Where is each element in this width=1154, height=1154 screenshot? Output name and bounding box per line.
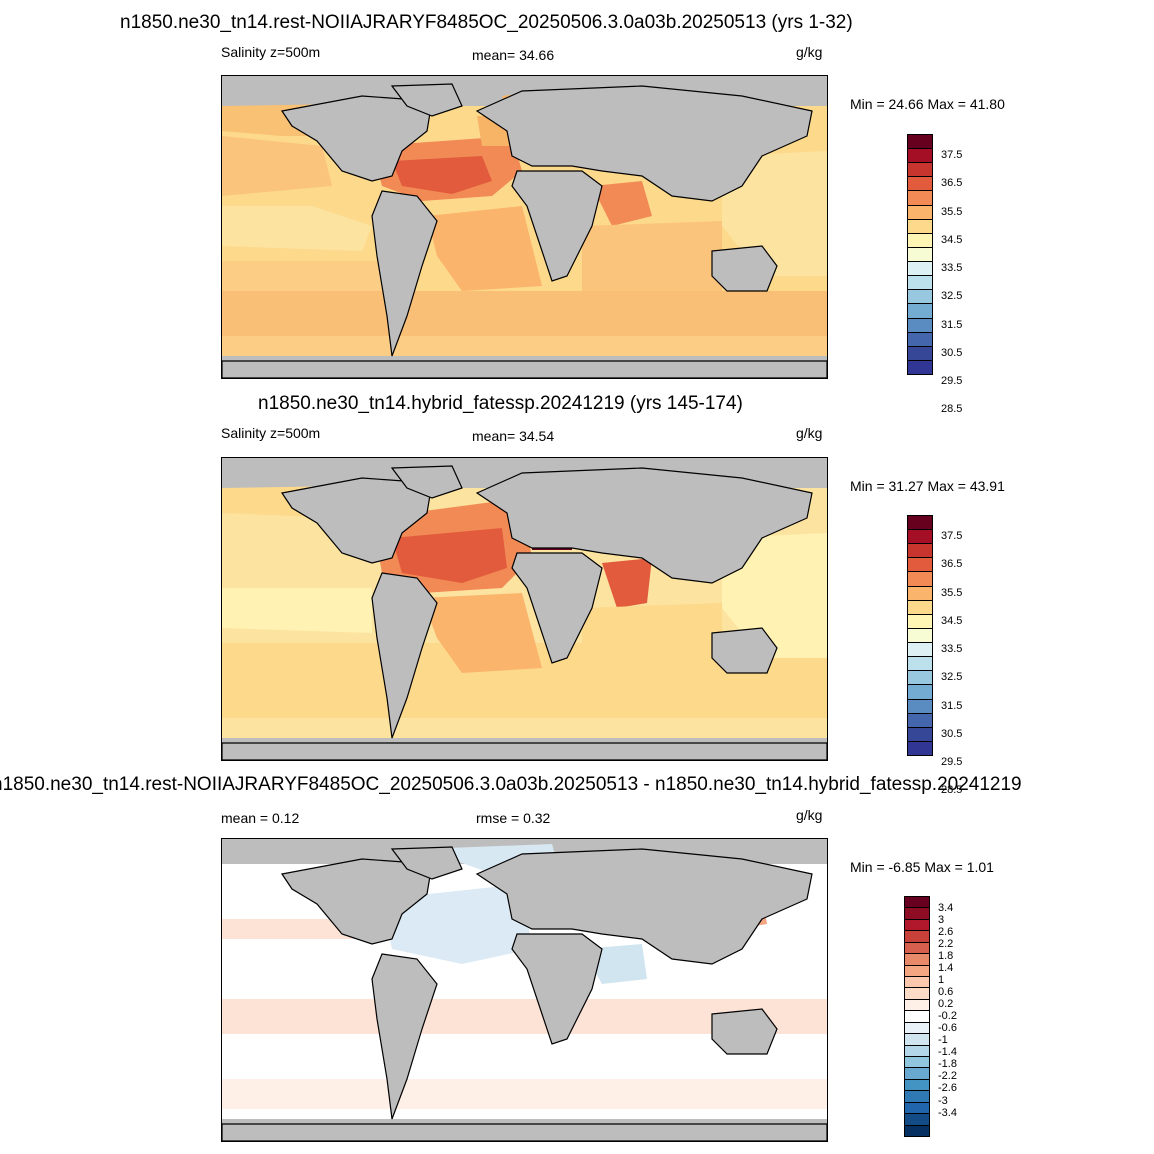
colorbar-swatch [907, 670, 933, 686]
colorbar-swatch [907, 232, 933, 248]
colorbar-swatch [907, 317, 933, 333]
colorbar-swatch [907, 712, 933, 728]
colorbar-swatch [907, 656, 933, 672]
colorbar-label: -3.4 [938, 1106, 957, 1119]
colorbar-swatch [907, 684, 933, 700]
colorbar-swatch [904, 1124, 930, 1137]
panel3-colorbar: 3.4 3 2.6 2.2 1.8 1.4 1 0.6 0.2 -0.2 -0.6 -1 -1.4 -1.… [904, 896, 984, 1137]
panel3-mean-label: mean = 0.12 [221, 810, 300, 826]
panel1-map [221, 75, 828, 379]
colorbar-swatch [907, 134, 933, 150]
colorbar-label: 2.2 [938, 938, 954, 951]
colorbar-swatch [907, 204, 933, 220]
colorbar-label: 31.5 [941, 699, 963, 712]
colorbar-swatch [907, 148, 933, 164]
colorbar-swatch [907, 331, 933, 347]
colorbar-swatch [907, 571, 933, 587]
colorbar-label: 1 [938, 974, 945, 987]
panel2-units: g/kg [796, 425, 823, 441]
colorbar-swatch [907, 289, 933, 305]
colorbar-label: -3 [938, 1094, 948, 1107]
panel1-variable-label: Salinity z=500m [221, 44, 321, 60]
colorbar-label: 2.6 [938, 926, 954, 939]
colorbar-label: 34.5 [941, 614, 963, 627]
colorbar-swatch [907, 698, 933, 714]
colorbar-swatch [907, 529, 933, 545]
panel3-map-svg [222, 839, 827, 1141]
colorbar-swatch [907, 176, 933, 192]
colorbar-swatch [907, 599, 933, 615]
panel3-map [221, 838, 828, 1142]
colorbar-label: 37.5 [941, 149, 963, 162]
colorbar-label: -0.2 [938, 1010, 957, 1023]
colorbar-label: 28.5 [941, 403, 963, 416]
panel2-mean-label: mean= 34.54 [472, 428, 555, 444]
colorbar-label: 34.5 [941, 233, 963, 246]
colorbar-label: 1.8 [938, 950, 954, 963]
colorbar-label: -1.8 [938, 1058, 957, 1071]
colorbar-label: 29.5 [941, 375, 963, 388]
colorbar-swatch [907, 246, 933, 263]
colorbar-label: -2.2 [938, 1070, 957, 1083]
colorbar-swatch [907, 345, 933, 361]
colorbar-label: 36.5 [941, 177, 963, 190]
colorbar-swatch [907, 190, 933, 206]
colorbar-label: 3 [938, 914, 945, 927]
colorbar-swatch [907, 543, 933, 559]
panel2-title: n1850.ne30_tn14.hybrid_fatessp.20241219 … [258, 393, 743, 414]
colorbar-label: 36.5 [941, 558, 963, 571]
colorbar-swatch [907, 726, 933, 742]
colorbar-label: 33.5 [941, 643, 963, 656]
colorbar-label: -2.6 [938, 1082, 957, 1095]
colorbar-label: 37.5 [941, 530, 963, 543]
colorbar-swatch [907, 275, 933, 291]
panel2-colorbar: 37.5 36.5 35.5 34.5 33.5 32.5 31.5 30.5 29.5 28.5 [907, 515, 987, 796]
colorbar-swatch [907, 613, 933, 629]
panel3-title: n1850.ne30_tn14.rest-NOIIAJRARYF8485OC_2… [0, 774, 1022, 795]
colorbar-swatch [907, 359, 933, 375]
colorbar-label: 31.5 [941, 318, 963, 331]
panel2-variable-label: Salinity z=500m [221, 425, 321, 441]
panel1-map-svg [222, 76, 827, 378]
colorbar-swatch [907, 585, 933, 601]
colorbar-label: 32.5 [941, 290, 963, 303]
colorbar-swatch [907, 515, 933, 531]
colorbar-label: 35.5 [941, 205, 963, 218]
colorbar-label: 32.5 [941, 671, 963, 684]
colorbar-swatch [907, 303, 933, 319]
colorbar-swatch [907, 218, 933, 234]
colorbar-swatch [907, 627, 933, 644]
panel1-units: g/kg [796, 44, 823, 60]
panel2-map-svg [222, 458, 827, 760]
colorbar-label: 30.5 [941, 727, 963, 740]
colorbar-swatch [907, 557, 933, 573]
colorbar-label: 29.5 [941, 756, 963, 769]
panel1-mean-label: mean= 34.66 [472, 47, 555, 63]
panel3-minmax: Min = -6.85 Max = 1.01 [850, 859, 994, 875]
colorbar-swatch [907, 740, 933, 756]
panel3-rmse-label: rmse = 0.32 [476, 810, 551, 826]
colorbar-label: -0.6 [938, 1022, 957, 1035]
colorbar-label: -1.4 [938, 1046, 957, 1059]
panel1-title: n1850.ne30_tn14.rest-NOIIAJRARYF8485OC_2… [120, 12, 853, 33]
panel2-minmax: Min = 31.27 Max = 43.91 [850, 478, 1005, 494]
panel1-minmax: Min = 24.66 Max = 41.80 [850, 96, 1005, 112]
colorbar-label: -1 [938, 1034, 948, 1047]
colorbar-swatch [907, 642, 933, 658]
colorbar-label: 28.5 [941, 784, 963, 797]
panel3-units: g/kg [796, 807, 823, 823]
colorbar-swatch [907, 261, 933, 277]
colorbar-label: 33.5 [941, 262, 963, 275]
colorbar-label: 0.6 [938, 986, 954, 999]
colorbar-label: 1.4 [938, 962, 954, 975]
colorbar-label: 0.2 [938, 998, 954, 1011]
panel2-map [221, 457, 828, 761]
panel1-colorbar: 37.5 36.5 35.5 34.5 33.5 32.5 31.5 30.5 29.5 28.5 [907, 134, 987, 415]
colorbar-label: 35.5 [941, 586, 963, 599]
colorbar-swatch [907, 162, 933, 178]
colorbar-label: 3.4 [938, 902, 954, 915]
colorbar-label: 30.5 [941, 346, 963, 359]
